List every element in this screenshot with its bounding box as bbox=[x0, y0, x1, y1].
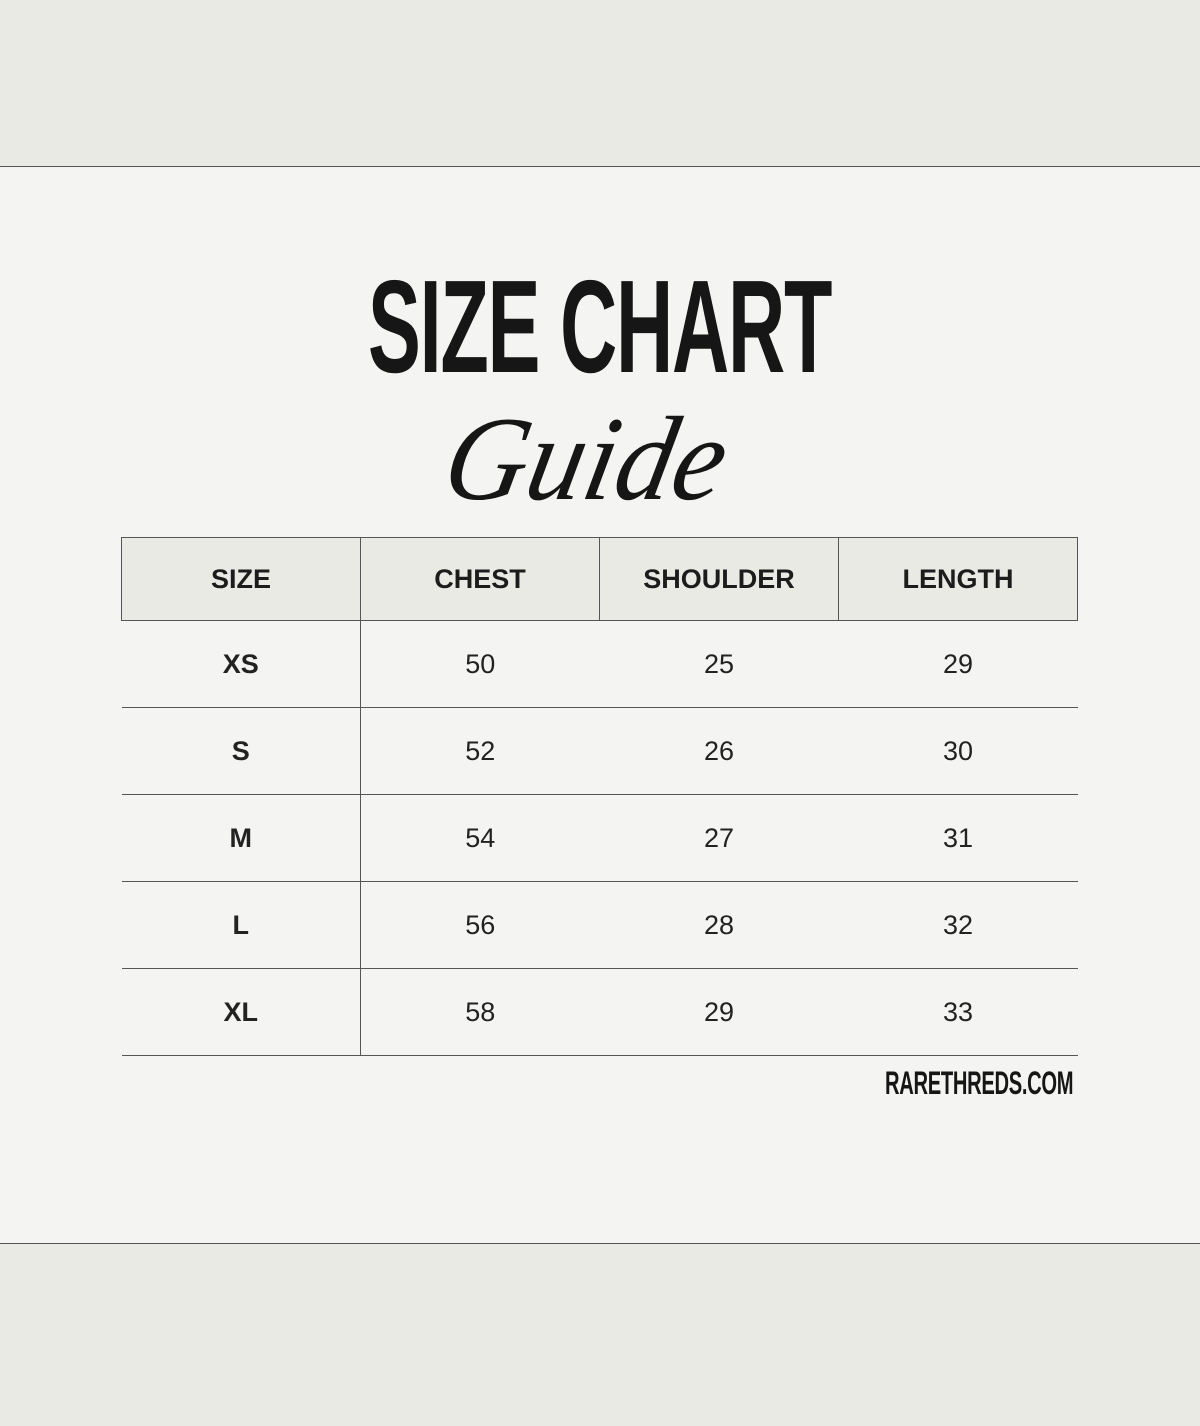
cell-length: 30 bbox=[838, 707, 1078, 795]
cell-chest: 52 bbox=[360, 707, 600, 795]
cell-chest: 50 bbox=[360, 620, 600, 708]
cell-shoulder: 28 bbox=[599, 881, 839, 969]
cell-length: 29 bbox=[838, 620, 1078, 708]
header-shoulder: SHOULDER bbox=[599, 537, 839, 621]
table-row: L 56 28 32 bbox=[121, 881, 1078, 969]
table-row: M 54 27 31 bbox=[121, 794, 1078, 882]
header-chest: CHEST bbox=[360, 537, 600, 621]
table-row: S 52 26 30 bbox=[121, 707, 1078, 795]
cell-shoulder: 26 bbox=[599, 707, 839, 795]
cell-length: 31 bbox=[838, 794, 1078, 882]
cell-size: L bbox=[121, 881, 361, 969]
header-length: LENGTH bbox=[838, 537, 1078, 621]
cell-size: XS bbox=[121, 620, 361, 708]
top-band bbox=[0, 0, 1200, 167]
cell-size: XL bbox=[121, 968, 361, 1056]
bottom-band bbox=[0, 1243, 1200, 1426]
cell-length: 32 bbox=[838, 881, 1078, 969]
cell-chest: 56 bbox=[360, 881, 600, 969]
page-subtitle: Guide bbox=[433, 392, 740, 525]
cell-size: M bbox=[121, 794, 361, 882]
cell-shoulder: 27 bbox=[599, 794, 839, 882]
cell-shoulder: 29 bbox=[599, 968, 839, 1056]
website-link[interactable]: RARETHREDS.COM bbox=[885, 1065, 1074, 1101]
table-row: XS 50 25 29 bbox=[121, 620, 1078, 708]
header-size: SIZE bbox=[121, 537, 361, 621]
cell-size: S bbox=[121, 707, 361, 795]
cell-chest: 54 bbox=[360, 794, 600, 882]
table-row: XL 58 29 33 bbox=[121, 968, 1078, 1056]
cell-length: 33 bbox=[838, 968, 1078, 1056]
cell-chest: 58 bbox=[360, 968, 600, 1056]
page-title: SIZE CHART bbox=[368, 253, 832, 400]
size-table: SIZE CHEST SHOULDER LENGTH XS 50 25 29 S… bbox=[121, 537, 1078, 1056]
table-header-row: SIZE CHEST SHOULDER LENGTH bbox=[121, 537, 1078, 621]
cell-shoulder: 25 bbox=[599, 620, 839, 708]
